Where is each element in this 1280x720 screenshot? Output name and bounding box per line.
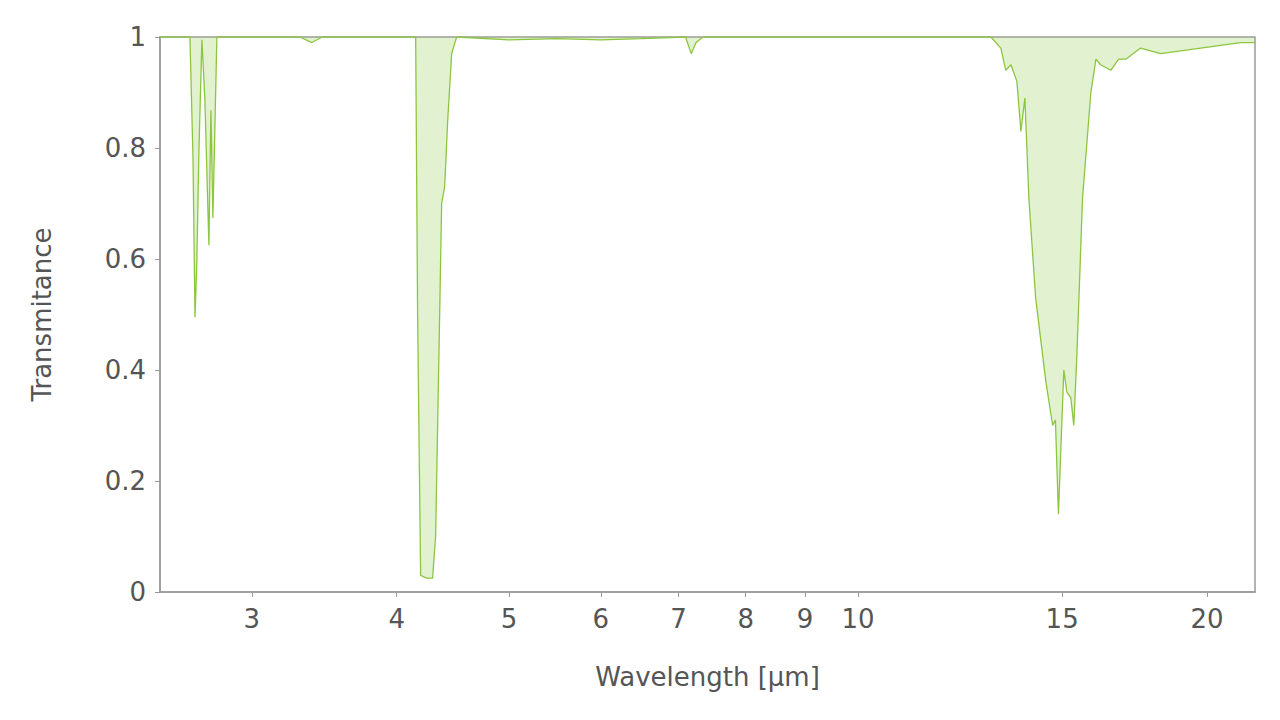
svg-text:9: 9 xyxy=(797,604,814,634)
svg-text:Transmitance: Transmitance xyxy=(27,227,57,402)
svg-text:4: 4 xyxy=(388,604,405,634)
svg-text:8: 8 xyxy=(737,604,754,634)
svg-text:1: 1 xyxy=(129,22,146,52)
svg-text:0.6: 0.6 xyxy=(105,244,146,274)
svg-text:Wavelength [µm]: Wavelength [µm] xyxy=(595,662,820,692)
svg-text:15: 15 xyxy=(1046,604,1079,634)
svg-text:5: 5 xyxy=(501,604,518,634)
svg-text:3: 3 xyxy=(244,604,261,634)
svg-text:0.2: 0.2 xyxy=(105,466,146,496)
svg-text:20: 20 xyxy=(1190,604,1223,634)
svg-text:0: 0 xyxy=(129,577,146,607)
svg-text:0.4: 0.4 xyxy=(105,355,146,385)
svg-text:6: 6 xyxy=(593,604,610,634)
svg-text:0.8: 0.8 xyxy=(105,133,146,163)
svg-text:10: 10 xyxy=(841,604,874,634)
svg-text:7: 7 xyxy=(670,604,687,634)
